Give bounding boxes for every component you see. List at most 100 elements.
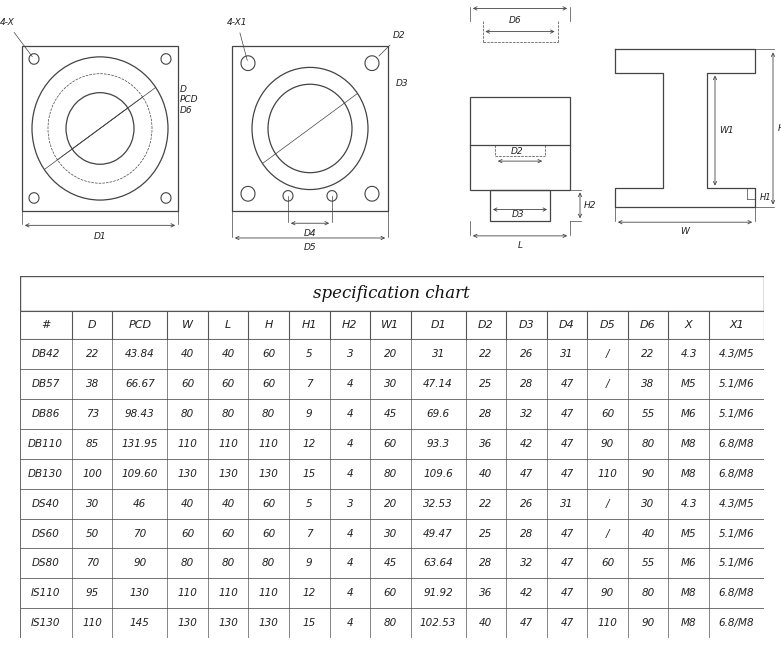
- Text: 7: 7: [306, 379, 312, 389]
- Text: 95: 95: [86, 588, 99, 599]
- Text: D6: D6: [180, 105, 193, 114]
- Bar: [20, 339, 764, 369]
- Text: 47: 47: [560, 558, 573, 569]
- Text: 55: 55: [641, 409, 654, 419]
- Text: M6: M6: [681, 558, 697, 569]
- Text: 22: 22: [641, 349, 654, 359]
- Text: H: H: [265, 320, 273, 330]
- Text: 45: 45: [383, 558, 397, 569]
- Text: 30: 30: [383, 379, 397, 389]
- Text: D2: D2: [511, 147, 523, 156]
- Text: M6: M6: [681, 409, 697, 419]
- Text: /: /: [606, 499, 609, 508]
- Text: 80: 80: [262, 558, 276, 569]
- Text: 102.53: 102.53: [420, 618, 456, 629]
- Text: 4: 4: [347, 469, 353, 478]
- Text: 130: 130: [218, 469, 238, 478]
- Text: 90: 90: [601, 588, 614, 599]
- Text: #: #: [41, 320, 51, 330]
- Bar: [20, 578, 764, 608]
- Text: 85: 85: [86, 439, 99, 448]
- Text: L: L: [225, 320, 231, 330]
- Text: 110: 110: [259, 439, 279, 448]
- Bar: [20, 369, 764, 398]
- Text: 32.53: 32.53: [423, 499, 453, 508]
- Text: 90: 90: [641, 618, 654, 629]
- Text: 4: 4: [347, 618, 353, 629]
- Text: 3: 3: [347, 499, 353, 508]
- Text: 4-X: 4-X: [0, 18, 32, 57]
- Text: 4.3: 4.3: [680, 349, 697, 359]
- Text: 4: 4: [347, 528, 353, 538]
- Text: 22: 22: [480, 499, 493, 508]
- Text: 90: 90: [641, 469, 654, 478]
- Text: 60: 60: [262, 528, 276, 538]
- Text: D: D: [516, 0, 523, 2]
- Text: 15: 15: [303, 469, 316, 478]
- Text: 31: 31: [560, 349, 573, 359]
- Text: 26: 26: [520, 349, 533, 359]
- Text: 4.3/M5: 4.3/M5: [719, 499, 754, 508]
- Text: H2: H2: [342, 320, 358, 330]
- Text: 110: 110: [218, 588, 238, 599]
- Text: 130: 130: [218, 618, 238, 629]
- Text: 91.92: 91.92: [423, 588, 453, 599]
- Text: H: H: [778, 124, 781, 133]
- Text: 63.64: 63.64: [423, 558, 453, 569]
- Text: 80: 80: [641, 588, 654, 599]
- Text: 110: 110: [218, 439, 238, 448]
- Text: 42: 42: [520, 439, 533, 448]
- Text: 131.95: 131.95: [122, 439, 158, 448]
- Text: H1: H1: [760, 194, 772, 202]
- Text: 9: 9: [306, 558, 312, 569]
- Text: 60: 60: [222, 379, 235, 389]
- Text: 80: 80: [222, 409, 235, 419]
- Text: D1: D1: [94, 231, 106, 240]
- Text: D3: D3: [396, 79, 408, 88]
- Text: 110: 110: [178, 439, 198, 448]
- Text: 4.3: 4.3: [680, 499, 697, 508]
- Bar: [20, 276, 764, 311]
- Text: 130: 130: [259, 618, 279, 629]
- Text: 60: 60: [222, 528, 235, 538]
- Text: 47: 47: [520, 469, 533, 478]
- Text: 4: 4: [347, 439, 353, 448]
- Text: 4-X1: 4-X1: [227, 18, 248, 60]
- Text: 110: 110: [597, 469, 618, 478]
- Text: 98.43: 98.43: [125, 409, 155, 419]
- Text: 130: 130: [259, 469, 279, 478]
- Text: 69.6: 69.6: [426, 409, 450, 419]
- Text: 22: 22: [86, 349, 99, 359]
- Bar: [20, 489, 764, 519]
- Text: M8: M8: [681, 618, 697, 629]
- Text: specification chart: specification chart: [313, 285, 470, 302]
- Text: 47.14: 47.14: [423, 379, 453, 389]
- Text: 9: 9: [306, 409, 312, 419]
- Text: 12: 12: [303, 439, 316, 448]
- Text: 42: 42: [520, 588, 533, 599]
- Text: 40: 40: [480, 618, 493, 629]
- Text: 47: 47: [560, 439, 573, 448]
- Text: 60: 60: [262, 499, 276, 508]
- Text: 5.1/M6: 5.1/M6: [719, 409, 754, 419]
- Text: 6.8/M8: 6.8/M8: [719, 439, 754, 448]
- Text: 6.8/M8: 6.8/M8: [719, 469, 754, 478]
- Text: 80: 80: [181, 409, 194, 419]
- Text: DB42: DB42: [31, 349, 60, 359]
- Text: 6.8/M8: 6.8/M8: [719, 618, 754, 629]
- Text: 45: 45: [383, 409, 397, 419]
- Text: 47: 47: [560, 528, 573, 538]
- Text: 80: 80: [222, 558, 235, 569]
- Text: 28: 28: [480, 558, 493, 569]
- Text: X1: X1: [729, 320, 744, 330]
- Text: M5: M5: [681, 379, 697, 389]
- Text: 30: 30: [383, 528, 397, 538]
- Text: W1: W1: [719, 126, 733, 135]
- Text: W: W: [680, 227, 690, 237]
- Text: 20: 20: [383, 499, 397, 508]
- Text: W: W: [182, 320, 193, 330]
- Text: PCD: PCD: [128, 320, 152, 330]
- Text: 40: 40: [181, 349, 194, 359]
- Text: DS60: DS60: [32, 528, 59, 538]
- Text: D4: D4: [304, 229, 316, 237]
